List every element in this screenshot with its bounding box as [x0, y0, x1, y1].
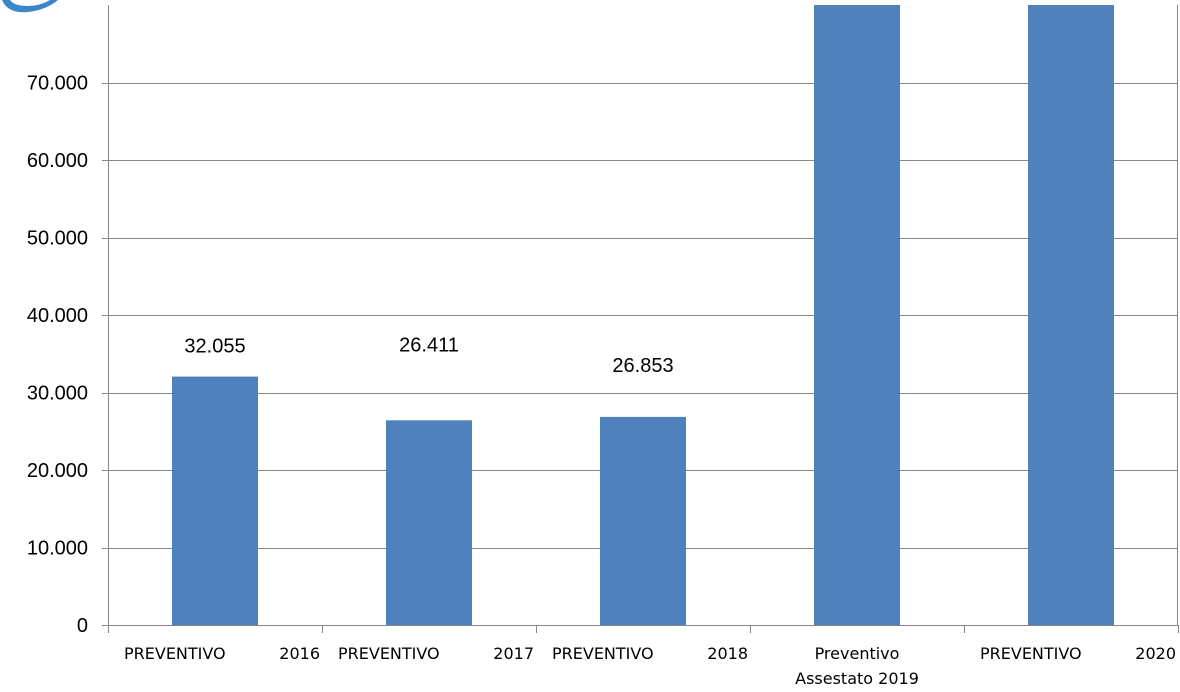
- y-tick-label-2: 20.000: [27, 460, 88, 482]
- x-tick-labels: PREVENTIVO 2016 PREVENTIVO 2017 PREVENTIVO 20…: [124, 644, 1176, 688]
- corner-logo-icon: [2, 0, 58, 13]
- bar-3: [814, 5, 900, 625]
- corner-logo-shape: [2, 0, 58, 13]
- x-tick-label-4-year: 2020: [1135, 644, 1176, 663]
- x-tick-label-2-year: 2018: [707, 644, 748, 663]
- data-label-0: 32.055: [184, 336, 245, 358]
- bar-0: [172, 376, 258, 625]
- x-tick-label-4-word: PREVENTIVO: [980, 644, 1082, 663]
- x-tick-label-0-word: PREVENTIVO: [124, 644, 226, 663]
- gridlines: [108, 83, 1178, 549]
- bars: [172, 5, 1114, 625]
- data-label-2: 26.853: [612, 355, 673, 377]
- x-tick-label-1-word: PREVENTIVO: [338, 644, 440, 663]
- bar-1: [386, 420, 472, 625]
- y-tick-label-3: 30.000: [27, 383, 88, 405]
- y-tick-label-4: 40.000: [27, 305, 88, 327]
- data-label-1: 26.411: [399, 334, 459, 356]
- bar-4: [1028, 5, 1114, 625]
- x-tick-label-3-line2: Assestato 2019: [795, 669, 919, 688]
- x-tick-label-3-line1: Preventivo: [815, 644, 900, 663]
- y-tick-label-5: 50.000: [27, 228, 88, 250]
- y-tick-label-6: 60.000: [27, 150, 88, 172]
- x-tick-label-2-word: PREVENTIVO: [552, 644, 654, 663]
- y-tick-label-7: 70.000: [27, 73, 88, 95]
- axes: [102, 5, 1179, 633]
- data-labels: 32.055 26.411 26.853: [184, 334, 673, 377]
- y-tick-labels: 0 10.000 20.000 30.000 40.000 50.000 60.000 70.…: [27, 73, 88, 638]
- x-tick-label-1-year: 2017: [493, 644, 534, 663]
- y-tick-label-0: 0: [77, 615, 88, 637]
- x-tick-label-0-year: 2016: [279, 644, 320, 663]
- y-tick-label-1: 10.000: [27, 538, 88, 560]
- bar-2: [600, 416, 686, 625]
